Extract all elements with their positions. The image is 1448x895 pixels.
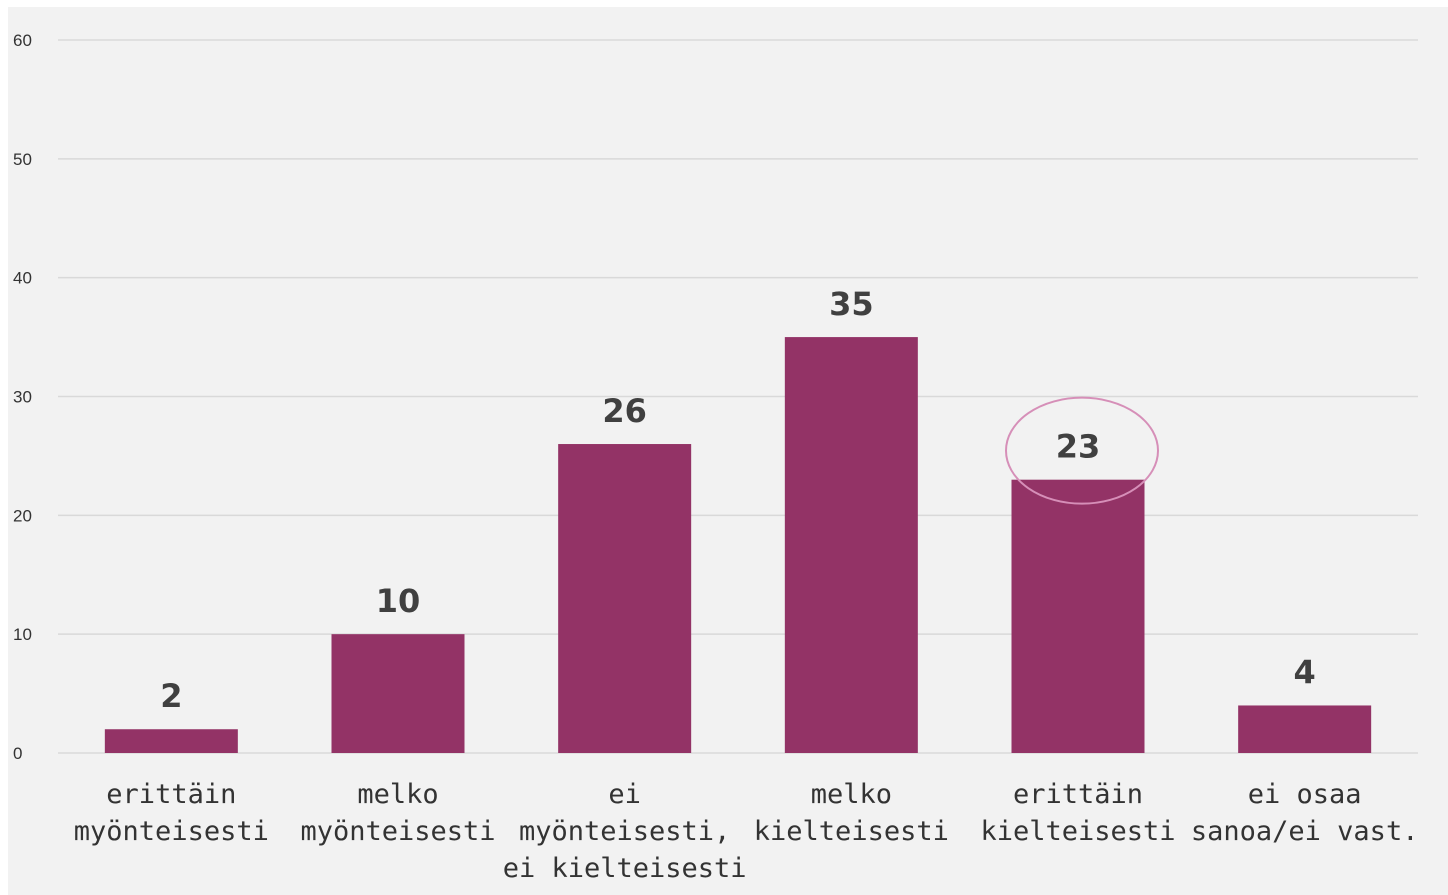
bar-2	[558, 444, 692, 753]
x-tick-label-0: erittäin myönteisesti	[74, 779, 269, 847]
data-label-1: 10	[376, 582, 421, 620]
data-label-0: 2	[160, 677, 182, 715]
x-tick-label-line: sanoa/ei vast.	[1191, 816, 1419, 847]
data-label-2: 26	[602, 392, 647, 430]
value-labels: 2 10 26 35 23 4	[160, 285, 1316, 715]
x-tick-label-line: erittäin	[1013, 779, 1143, 810]
bar-0	[104, 729, 238, 753]
chart-frame: 0 10 20 30 40 50 60 2 10 26 35 23 4 erittäin myöntei…	[8, 7, 1448, 895]
x-tick-label-line: myönteisesti,	[519, 816, 730, 847]
x-tick-label-line: ei osaa	[1248, 779, 1362, 810]
x-tick-label-line: myönteisesti	[74, 816, 269, 847]
x-tick-label-line: myönteisesti	[300, 816, 495, 847]
x-tick-label-line: melko	[811, 779, 892, 810]
gridlines	[58, 39, 1418, 754]
data-label-3: 35	[829, 285, 874, 323]
y-tick-label-50: 50	[13, 150, 32, 169]
bar-5	[1238, 705, 1372, 753]
x-tick-label-line: ei kielteisesti	[503, 853, 747, 884]
y-tick-label-10: 10	[13, 625, 32, 644]
x-tick-label-1: melko myönteisesti	[300, 779, 495, 847]
x-tick-label-4: erittäin kielteisesti	[980, 779, 1175, 847]
y-tick-label-30: 30	[13, 388, 32, 407]
x-tick-label-3: melko kielteisesti	[754, 779, 949, 847]
x-tick-label-line: melko	[357, 779, 438, 810]
y-tick-label-0: 0	[13, 744, 22, 763]
x-tick-label-2: ei myönteisesti, ei kielteisesti	[503, 779, 747, 884]
y-tick-label-60: 60	[13, 31, 32, 50]
data-label-4: 23	[1056, 428, 1101, 466]
x-tick-label-line: kielteisesti	[980, 816, 1175, 847]
bar-3	[784, 337, 918, 753]
x-tick-label-line: kielteisesti	[754, 816, 949, 847]
bar-4	[1011, 479, 1145, 753]
bar-chart: 0 10 20 30 40 50 60 2 10 26 35 23 4 erittäin myöntei…	[13, 31, 1419, 884]
y-tick-label-20: 20	[13, 506, 32, 525]
highlight-ring	[1005, 396, 1159, 505]
bars	[104, 337, 1372, 753]
y-tick-label-40: 40	[13, 269, 32, 288]
x-tick-label-line: erittäin	[106, 779, 236, 810]
x-tick-label-line: ei	[608, 779, 641, 810]
x-axis: erittäin myönteisesti melko myönteisesti ei m…	[74, 779, 1419, 884]
x-tick-label-5: ei osaa sanoa/ei vast.	[1191, 779, 1419, 847]
data-label-5: 4	[1294, 653, 1316, 691]
y-axis: 0 10 20 30 40 50 60	[13, 31, 32, 763]
annotations	[1005, 396, 1159, 505]
bar-1	[331, 634, 465, 753]
